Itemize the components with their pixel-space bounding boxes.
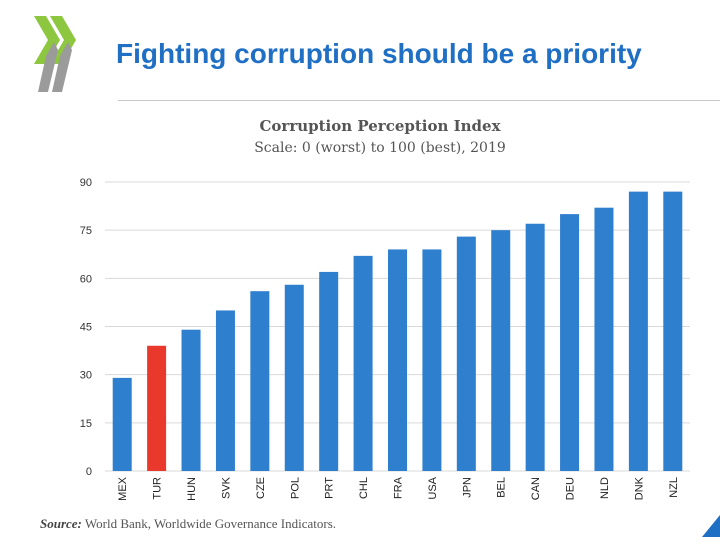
bar-deu — [560, 214, 580, 471]
bar-svk — [215, 310, 235, 471]
y-tick-label: 15 — [80, 418, 92, 430]
bar-mex — [112, 377, 132, 471]
x-tick-label: CAN — [530, 477, 542, 500]
x-tick-label: CHL — [358, 477, 370, 499]
y-tick-label: 45 — [80, 322, 92, 334]
y-tick-label: 90 — [80, 177, 92, 189]
bar-prt — [319, 271, 339, 471]
bar-nld — [594, 207, 614, 471]
source-label: Source: — [40, 516, 82, 531]
x-tick-label: CZE — [255, 477, 267, 499]
bar-can — [525, 223, 545, 471]
bar-usa — [422, 249, 442, 471]
x-tick-label: JPN — [461, 477, 473, 498]
y-tick-label: 0 — [86, 466, 92, 478]
logo-chevron-gray-2 — [52, 42, 72, 92]
oecd-logo — [34, 16, 76, 92]
bar-tur — [147, 345, 167, 471]
chart-title: Corruption Perception Index — [259, 117, 501, 135]
title-divider — [118, 100, 720, 101]
bar-jpn — [456, 236, 476, 471]
slide-title: Fighting corruption should be a priority — [116, 38, 642, 69]
bar-dnk — [628, 191, 648, 471]
bar-hun — [181, 329, 201, 471]
logo-chevron-gray — [38, 42, 58, 92]
x-tick-label: FRA — [393, 476, 405, 499]
x-tick-label: DNK — [633, 476, 645, 500]
corner-triangle-icon — [702, 515, 720, 537]
x-tick-label: PRT — [324, 477, 336, 499]
x-tick-label: NZL — [668, 477, 680, 498]
bar-pol — [284, 284, 304, 471]
y-tick-label: 75 — [80, 225, 92, 237]
x-tick-label: TUR — [152, 477, 164, 500]
y-tick-label: 60 — [80, 273, 92, 285]
bar-cze — [250, 291, 270, 471]
source-note: Source: World Bank, Worldwide Governance… — [40, 516, 336, 532]
y-tick-label: 30 — [80, 370, 92, 382]
bar-bel — [491, 230, 511, 471]
x-tick-label: NLD — [599, 477, 611, 499]
bar-fra — [388, 249, 407, 471]
x-tick-label: POL — [289, 477, 301, 499]
x-tick-label: USA — [427, 476, 439, 499]
x-tick-label: DEU — [565, 477, 577, 500]
bar-nzl — [663, 191, 683, 471]
x-tick-label: BEL — [496, 477, 508, 498]
x-tick-label: HUN — [186, 477, 198, 501]
chart-subtitle: Scale: 0 (worst) to 100 (best), 2019 — [254, 140, 506, 156]
source-text: World Bank, Worldwide Governance Indicat… — [81, 516, 336, 531]
x-tick-label: SVK — [220, 476, 232, 499]
bar-chl — [353, 255, 373, 471]
x-tick-label: MEX — [117, 476, 129, 501]
